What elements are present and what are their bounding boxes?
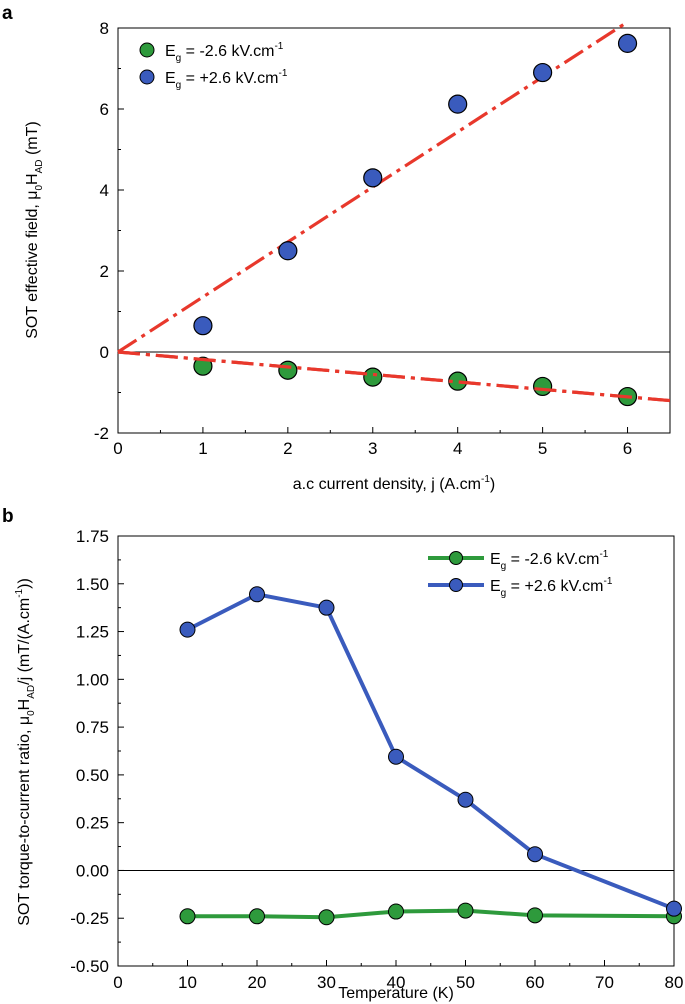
x-tick-label: 1 [198,439,207,458]
x-tick-label: 30 [317,973,336,992]
panel-b-series [179,586,682,926]
series-1-point [388,748,404,765]
x-tick-label: 50 [456,973,475,992]
series-1-point [278,241,298,261]
panel-a-y-axis-title: SOT effective field, μ0HAD (mT) [24,121,45,338]
fit-negative-overlay-line [117,350,671,403]
series-1-line [186,592,675,911]
x-tick-label: 80 [665,973,684,992]
x-tick-label: 60 [526,973,545,992]
legend-marker-1 [449,578,463,592]
y-tick-label: 1.00 [76,670,109,689]
x-tick-label: 3 [368,439,377,458]
y-tick-label: 8 [100,19,109,38]
legend-text-sub: g [176,80,182,91]
x-tick-label: 0 [113,439,122,458]
x-tick-label: 10 [178,973,197,992]
x-tick-label: 5 [538,439,547,458]
legend-label-1: Eg = +2.6 kV.cm-1 [490,576,613,599]
legend-text-sup: -1 [603,576,612,587]
legend-text-e: E [165,70,176,87]
legend-text-e: E [165,43,176,60]
series-0-point [278,360,298,380]
series-0-point [533,376,553,397]
x-tick-label: 20 [248,973,267,992]
y-tick-label: 0.00 [76,861,109,880]
panel-b-legend: Eg = -2.6 kV.cm-1Eg = +2.6 kV.cm-1 [428,549,613,599]
series-1-point [457,791,474,808]
y-tick-label: -0.50 [70,957,109,976]
y-tick-label: 0.75 [76,718,109,737]
legend-text-sup: -1 [278,68,287,79]
x-tick-label: 40 [387,973,406,992]
x-tick-label: 2 [283,439,292,458]
x-tick-label: 4 [453,439,462,458]
legend-text-e: E [490,551,501,568]
panel-b-x-axis-title: Temperature (K) [338,985,454,1002]
series-1-point [193,316,213,336]
series-0-point [193,356,213,376]
x-tick-label: 6 [623,439,632,458]
panel-b-ticks: 0 10 20 30 40 50 60 70 80 -0.50 -0.25 0.00 0.25 0.50 0… [70,527,683,992]
series-1-point [448,94,468,114]
series-0-point [388,903,404,920]
legend-text-tail: = +2.6 kV.cm [506,578,603,595]
legend-text-sub: g [501,588,507,599]
legend-label-0: Eg = -2.6 kV.cm-1 [165,41,284,64]
panel-a-x-axis-title: a.c current density, j (A.cm-1) [293,474,495,493]
series-0-point [179,908,196,925]
legend-text-tail: = +2.6 kV.cm [181,70,278,87]
panel-a-label: a [2,3,13,24]
legend-text-tail: = -2.6 kV.cm [181,43,274,60]
panel-b-label: b [2,506,14,527]
series-1-point [179,621,196,638]
series-1-point [527,846,543,863]
legend-marker-1 [139,69,155,85]
x-tick-label: 0 [113,973,122,992]
legend-marker-0 [139,42,155,58]
y-tick-label: -0.25 [70,909,109,928]
series-0-point [363,367,383,387]
series-0-point [527,907,543,924]
panel-a-points [117,33,671,407]
legend-text-sup: -1 [599,549,608,560]
series-0-point [457,902,474,919]
legend-text-sup: -1 [274,41,283,52]
y-tick-label: 1.75 [76,527,109,546]
panel-a-legend: Eg = -2.6 kV.cm-1Eg = +2.6 kV.cm-1 [139,41,288,91]
series-1-point [363,168,383,188]
y-tick-label: -2 [94,424,109,443]
series-1-point [617,33,638,53]
series-1-point [666,900,682,917]
series-1-point [318,599,335,616]
legend-text-sub: g [176,53,182,64]
legend-label-0: Eg = -2.6 kV.cm-1 [490,549,609,572]
panel-b: b 0 10 20 30 40 50 60 70 80 -0.50 -0.25 0.00 0.25 0.5… [2,506,683,1002]
y-tick-label: 0 [100,343,109,362]
series-1-point [533,62,553,83]
x-tick-label: 70 [595,973,614,992]
series-1-point [249,586,265,603]
legend-text-e: E [490,578,501,595]
y-tick-label: 1.25 [76,623,109,642]
legend-label-1: Eg = +2.6 kV.cm-1 [165,68,288,91]
panel-b-y-axis-title: SOT torque-to-current ratio, μ0HAD/j (mT… [14,578,37,926]
y-tick-label: 0.25 [76,814,109,833]
y-tick-label: 2 [100,262,109,281]
series-0-point [318,909,335,926]
y-tick-label: 4 [100,181,109,200]
y-tick-label: 1.50 [76,575,109,594]
legend-text-sub: g [501,561,507,572]
y-tick-label: 6 [100,100,109,119]
legend-text-tail: = -2.6 kV.cm [506,551,599,568]
series-0-point [249,908,265,925]
legend-marker-0 [449,551,463,565]
y-tick-label: 0.50 [76,766,109,785]
